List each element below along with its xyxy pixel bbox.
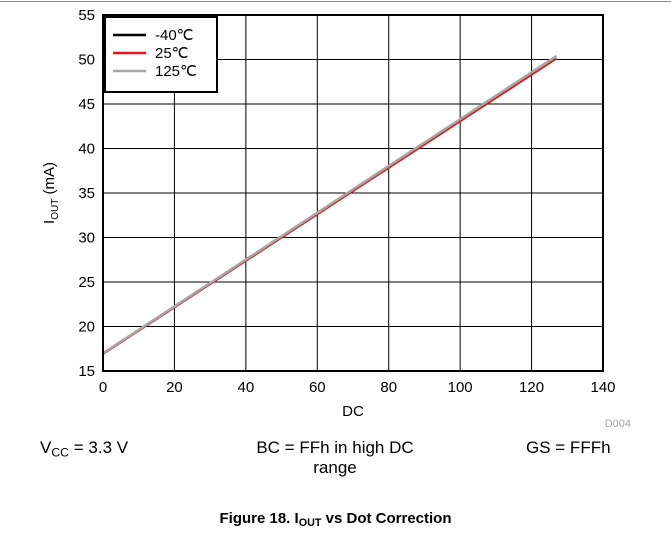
vcc-condition: VCC = 3.3 V — [40, 438, 129, 460]
x-tick-label: 140 — [590, 379, 615, 396]
top-rule — [0, 1, 671, 2]
x-tick-label: 0 — [99, 379, 107, 396]
y-tick-label: 40 — [78, 141, 95, 158]
y-axis-label-main: I — [41, 220, 58, 224]
x-tick-label: 80 — [380, 379, 397, 396]
caption-subscript: OUT — [298, 517, 322, 530]
x-tick-label: 60 — [309, 379, 326, 396]
y-tick-label: 45 — [78, 96, 95, 113]
bc-condition: BC = FFh in high DC range — [220, 438, 450, 478]
caption-suffix: vs Dot Correction — [321, 510, 452, 527]
x-tick-label: 40 — [238, 379, 255, 396]
y-axis-label-unit: (mA) — [41, 162, 58, 199]
y-tick-label: 30 — [78, 230, 95, 247]
y-tick-label: 25 — [78, 274, 95, 291]
vcc-subscript: CC — [51, 445, 70, 460]
gs-condition: GS = FFFh — [526, 438, 611, 457]
y-axis-label: IOUT (mA) — [41, 162, 61, 224]
figure-id-annotation: D004 — [605, 418, 631, 430]
legend-label-3: 125℃ — [155, 63, 197, 80]
x-tick-label: 20 — [166, 379, 183, 396]
bc-condition-line2: range — [313, 458, 357, 477]
vcc-value: = 3.3 V — [69, 438, 129, 457]
series-lines — [102, 54, 558, 355]
x-tick-label: 100 — [448, 379, 473, 396]
vcc-label: V — [40, 438, 52, 457]
figure-caption: Figure 18. IOUT vs Dot Correction — [0, 510, 671, 530]
plot-frame — [102, 14, 604, 372]
y-tick-label: 35 — [78, 185, 95, 202]
x-tick-label: 120 — [519, 379, 544, 396]
tick-labels: 0 20 40 60 80 100 120 140 15 20 25 30 35 40 45 50 55 — [78, 7, 615, 396]
y-tick-label: 50 — [78, 52, 95, 69]
legend-label-1: -40℃ — [155, 27, 194, 44]
caption-prefix: Figure 18. I — [219, 510, 299, 527]
legend-label-2: 25℃ — [155, 45, 189, 62]
y-axis-label-sub: OUT — [50, 199, 61, 220]
legend-box — [104, 16, 218, 93]
x-axis-label: DC — [342, 403, 364, 420]
y-tick-label: 20 — [78, 319, 95, 336]
y-tick-label: 55 — [78, 7, 95, 24]
bc-condition-line1: BC = FFh in high DC — [256, 438, 414, 457]
series-line-3 — [102, 54, 558, 355]
y-tick-label: 15 — [78, 363, 95, 380]
